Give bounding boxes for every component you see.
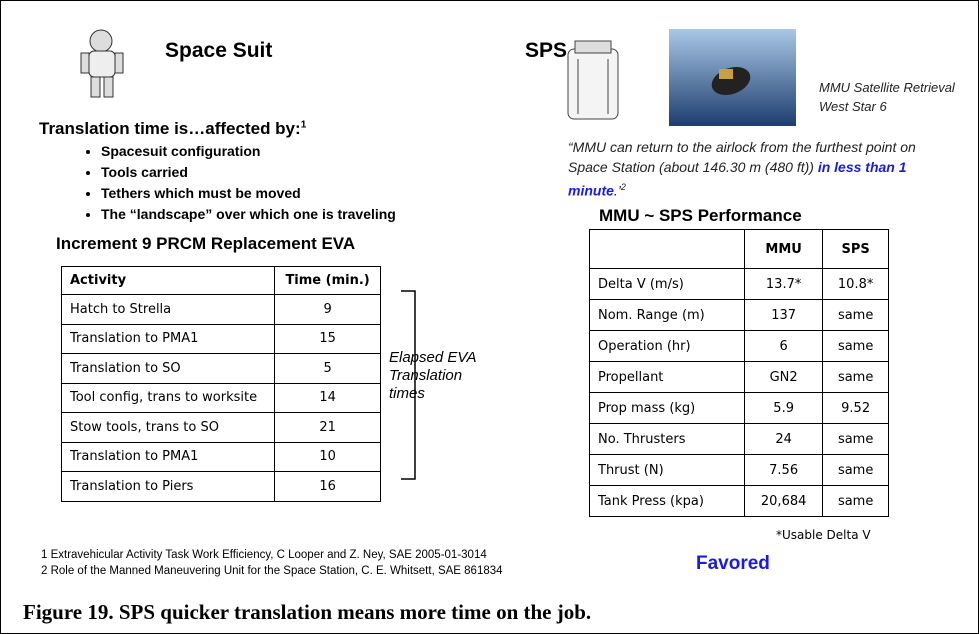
- cell: 21: [274, 412, 381, 443]
- row: Stow tools, trans to SO 21: [60, 412, 381, 443]
- cell: same: [822, 423, 889, 455]
- cell: same: [822, 454, 889, 486]
- cell: 7.56: [743, 454, 824, 486]
- cell: Operation (hr): [589, 330, 745, 362]
- header-cell: [589, 229, 745, 269]
- row: Tank Press (kpa) 20,684 same: [589, 485, 889, 517]
- header-cell: MMU: [743, 229, 824, 269]
- cell: same: [822, 330, 889, 362]
- cell: GN2: [743, 361, 824, 393]
- header-cell: Activity: [60, 266, 276, 295]
- sps-icon: [567, 40, 619, 120]
- row: No. Thrusters 24 same: [589, 423, 889, 455]
- cell: Propellant: [589, 361, 745, 393]
- row: Thrust (N) 7.56 same: [589, 454, 889, 486]
- table-note: *Usable Delta V: [776, 528, 871, 542]
- cell: 15: [274, 323, 381, 354]
- row: Tool config, trans to worksite 14: [60, 382, 381, 413]
- row: Operation (hr) 6 same: [589, 330, 889, 362]
- quote-emphasis: in less than 1 minute: [568, 159, 907, 199]
- quote-end: .’: [613, 182, 621, 199]
- cell: 5.9: [743, 392, 824, 424]
- cell: 6: [743, 330, 824, 362]
- bullet: Tools carried: [101, 162, 396, 183]
- caption: Figure 19. SPS quicker translation means…: [23, 600, 592, 624]
- footnote-ref: 2: [620, 182, 626, 192]
- performance-table: MMU SPS Delta V (m/s) 13.7* 10.8* Nom. Range …: [589, 229, 889, 517]
- label-line: Elapsed EVA: [389, 349, 477, 366]
- astronaut-icon: [80, 29, 124, 98]
- caption-line: MMU Satellite Retrieval: [819, 80, 955, 95]
- table-title: MMU ~ SPS Performance: [599, 206, 802, 225]
- row: Propellant GN2 same: [589, 361, 889, 393]
- header-row: MMU SPS: [589, 229, 889, 269]
- cell: Delta V (m/s): [589, 268, 745, 300]
- cell: same: [822, 485, 889, 517]
- quote: “MMU can return to the airlock from the …: [568, 137, 923, 201]
- cell: Tank Press (kpa): [589, 485, 745, 517]
- cell: 10: [274, 441, 381, 472]
- photo-caption: MMU Satellite Retrieval West Star 6: [819, 78, 955, 116]
- cell: Nom. Range (m): [589, 299, 745, 331]
- heading-text: Translation time is…affected by:: [39, 119, 301, 138]
- table-title: Increment 9 PRCM Replacement EVA: [56, 234, 356, 253]
- cell: 9: [274, 294, 381, 325]
- satellite-photo: [669, 29, 796, 126]
- row: Delta V (m/s) 13.7* 10.8*: [589, 268, 889, 300]
- bracket-label: Elapsed EVA Translation times: [389, 349, 477, 403]
- row: Translation to SO 5: [60, 353, 381, 384]
- header-cell: Time (min.): [274, 266, 381, 295]
- cell: 10.8*: [822, 268, 889, 300]
- favored: Favored: [696, 553, 770, 574]
- cell: Hatch to Strella: [60, 294, 276, 325]
- cell: same: [822, 361, 889, 393]
- eva-table: Activity Time (min.) Hatch to Strella 9 Tran…: [60, 266, 381, 502]
- bullet: The “landscape” over which one is travel…: [101, 204, 396, 225]
- header-row: Activity Time (min.): [60, 266, 381, 295]
- row: Nom. Range (m) 137 same: [589, 299, 889, 331]
- cell: Tool config, trans to worksite: [60, 382, 276, 413]
- footnote: 1 Extravehicular Activity Task Work Effi…: [41, 549, 487, 561]
- row: Translation to PMA1 15: [60, 323, 381, 354]
- label-line: Translation: [389, 367, 463, 384]
- header-cell: SPS: [822, 229, 889, 269]
- cell: 137: [743, 299, 824, 331]
- cell: Translation to SO: [60, 353, 276, 384]
- cell: 20,684: [743, 485, 824, 517]
- quote-text: “MMU can return to the airlock from the …: [568, 139, 916, 175]
- left-title: Space Suit: [165, 39, 273, 62]
- cell: 14: [274, 382, 381, 413]
- cell: 13.7*: [743, 268, 824, 300]
- label-line: times: [389, 385, 425, 402]
- footnotes: 1 Extravehicular Activity Task Work Effi…: [41, 547, 503, 579]
- bracket: [401, 290, 416, 480]
- cell: No. Thrusters: [589, 423, 745, 455]
- cell: 5: [274, 353, 381, 384]
- cell: Translation to PMA1: [60, 323, 276, 354]
- row: Prop mass (kg) 5.9 9.52: [589, 392, 889, 424]
- row: Translation to Piers 16: [60, 471, 381, 502]
- footnote: 2 Role of the Manned Maneuvering Unit fo…: [41, 565, 503, 577]
- cell: Thrust (N): [589, 454, 745, 486]
- cell: Translation to Piers: [60, 471, 276, 502]
- right-title: SPS: [525, 39, 568, 62]
- row: Hatch to Strella 9: [60, 294, 381, 325]
- cell: Stow tools, trans to SO: [60, 412, 276, 443]
- bullet-list: Spacesuit configurationTools carriedTeth…: [85, 141, 396, 225]
- footnote-ref: 1: [300, 119, 307, 131]
- bullet: Tethers which must be moved: [101, 183, 396, 204]
- row: Translation to PMA1 10: [60, 441, 381, 472]
- cell: Translation to PMA1: [60, 441, 276, 472]
- cell: 24: [743, 423, 824, 455]
- caption-line: West Star 6: [819, 99, 887, 114]
- cell: 16: [274, 471, 381, 502]
- heading: Translation time is…affected by:1: [39, 119, 306, 139]
- bullet: Spacesuit configuration: [101, 141, 396, 162]
- cell: Prop mass (kg): [589, 392, 745, 424]
- cell: same: [822, 299, 889, 331]
- cell: 9.52: [822, 392, 889, 424]
